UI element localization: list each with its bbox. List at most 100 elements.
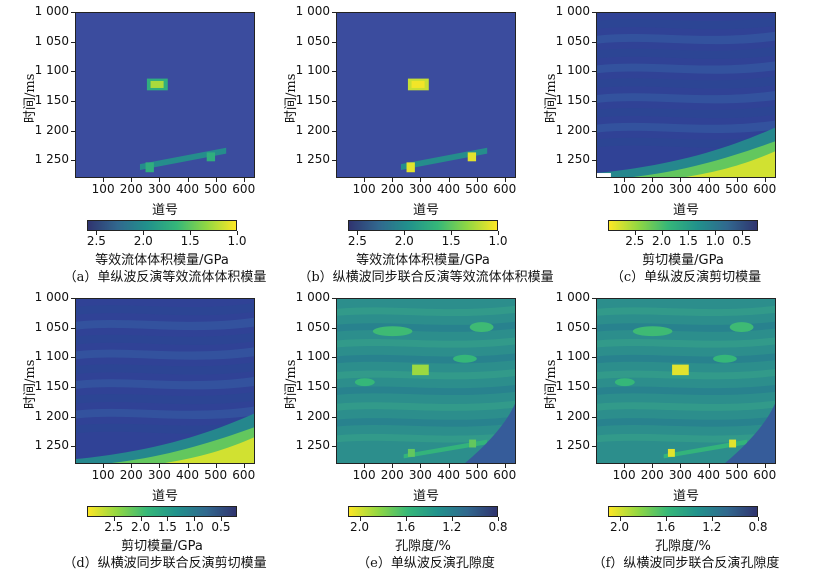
stratum-band <box>76 391 254 405</box>
lower-right-low <box>725 403 775 463</box>
anomaly-lower-left <box>145 162 154 173</box>
x-axis-label: 道号 <box>672 489 699 504</box>
x-tick-label: 100 <box>352 182 376 196</box>
y-tick-mark <box>71 130 75 132</box>
colorbar-tick-label: 2.0 <box>349 520 370 534</box>
y-tick-mark <box>592 386 596 388</box>
x-tick-mark <box>708 464 710 468</box>
x-tick-label: 500 <box>725 468 749 482</box>
colorbar-tick-label: 2.0 <box>394 234 414 248</box>
plot-area <box>75 12 255 178</box>
x-tick-mark <box>652 464 654 468</box>
y-tick-label: 1 100 <box>295 349 330 364</box>
colorbar-tick-label: 0.5 <box>732 234 752 248</box>
lower-wedge-core <box>686 151 775 177</box>
y-tick-label: 1 000 <box>295 4 330 18</box>
stratum-band <box>597 400 775 411</box>
x-tick-label: 300 <box>147 468 171 482</box>
lens-upper-left <box>372 326 413 337</box>
stratum-band <box>597 416 775 427</box>
colorbar-tick-label: 0.5 <box>211 520 231 534</box>
x-tick-mark <box>159 178 161 182</box>
x-tick-mark <box>243 178 245 182</box>
stratum-band <box>597 120 775 134</box>
colorbar <box>348 220 498 231</box>
colorbar-tick-mark <box>140 517 142 521</box>
x-tick-mark <box>159 464 161 468</box>
y-tick-label: 1 100 <box>34 349 69 364</box>
x-tick-mark <box>476 464 478 468</box>
x-tick-label: 200 <box>119 182 143 196</box>
y-tick-mark <box>332 386 336 388</box>
x-tick-mark <box>504 464 506 468</box>
colorbar-tick-mark <box>194 517 196 521</box>
y-tick-mark <box>71 386 75 388</box>
x-tick-mark <box>736 178 738 182</box>
x-tick-label: 100 <box>91 468 115 482</box>
colorbar-tick-mark <box>688 231 690 235</box>
y-tick-label: 1 250 <box>555 152 590 167</box>
x-tick-mark <box>215 464 217 468</box>
stratum-band <box>337 416 515 427</box>
x-tick-mark <box>680 464 682 468</box>
heatmap-image <box>597 13 775 177</box>
x-tick-mark <box>736 464 738 468</box>
anomaly-lower-layer <box>400 147 488 170</box>
x-tick-mark <box>652 178 654 182</box>
y-tick-label: 1 100 <box>34 63 69 78</box>
anomaly-lower-left <box>406 162 415 173</box>
anomaly-upper <box>672 364 689 376</box>
colorbar-tick-mark <box>405 517 407 521</box>
y-tick-mark <box>332 41 336 43</box>
colorbar-tick-label: 2.5 <box>347 234 367 248</box>
y-tick-mark <box>332 416 336 418</box>
stratum-band <box>597 305 775 317</box>
colorbar-tick-label: 1.5 <box>441 234 461 248</box>
y-tick-mark <box>332 446 336 448</box>
lens-left <box>354 378 375 387</box>
x-axis-label: 道号 <box>151 489 178 504</box>
y-tick-label: 1 150 <box>34 92 69 107</box>
colorbar-tick-mark <box>357 231 359 235</box>
x-tick-mark <box>243 464 245 468</box>
x-tick-label: 500 <box>465 182 489 196</box>
heatmap-image <box>76 299 254 463</box>
x-tick-label: 200 <box>380 468 404 482</box>
x-tick-label: 400 <box>176 468 199 482</box>
y-tick-mark <box>71 160 75 162</box>
stratum-band <box>597 91 775 104</box>
colorbar-tick-mark <box>498 231 499 235</box>
y-tick-mark <box>71 416 75 418</box>
colorbar-tick-label: 2.5 <box>625 234 645 248</box>
colorbar <box>348 506 498 517</box>
anomaly-lower-left <box>667 448 675 457</box>
x-tick-mark <box>364 464 366 468</box>
lens-upper-left <box>632 326 673 337</box>
plot-area <box>596 12 776 178</box>
y-tick-mark <box>71 327 75 329</box>
y-tick-label: 1 050 <box>34 33 69 48</box>
stratum-band <box>337 305 515 317</box>
colorbar-label: 剪切模量/GPa <box>121 539 203 554</box>
x-tick-label: 300 <box>408 182 432 196</box>
y-tick-label: 1 200 <box>34 408 69 423</box>
background-field <box>76 13 254 177</box>
y-tick-label: 1 150 <box>555 92 590 107</box>
plot-area <box>336 298 516 464</box>
x-axis-label: 道号 <box>151 203 178 218</box>
y-tick-label: 1 200 <box>295 408 330 423</box>
x-tick-mark <box>215 178 217 182</box>
y-tick-label: 1 000 <box>555 290 590 304</box>
colorbar-tick-label: 0.8 <box>748 520 768 534</box>
stratum-band <box>597 76 775 89</box>
y-tick-label: 1 000 <box>555 4 590 18</box>
y-tick-mark <box>332 71 336 73</box>
lens-left <box>614 378 635 387</box>
anomaly-lower-right <box>469 439 477 448</box>
colorbar-tick-label: 1.2 <box>702 520 722 534</box>
colorbar-tick-label: 2.0 <box>609 520 630 534</box>
stratum-band <box>337 400 515 411</box>
lens-right <box>713 354 737 363</box>
colorbar-tick-mark <box>451 231 453 235</box>
y-tick-label: 1 000 <box>34 4 69 18</box>
